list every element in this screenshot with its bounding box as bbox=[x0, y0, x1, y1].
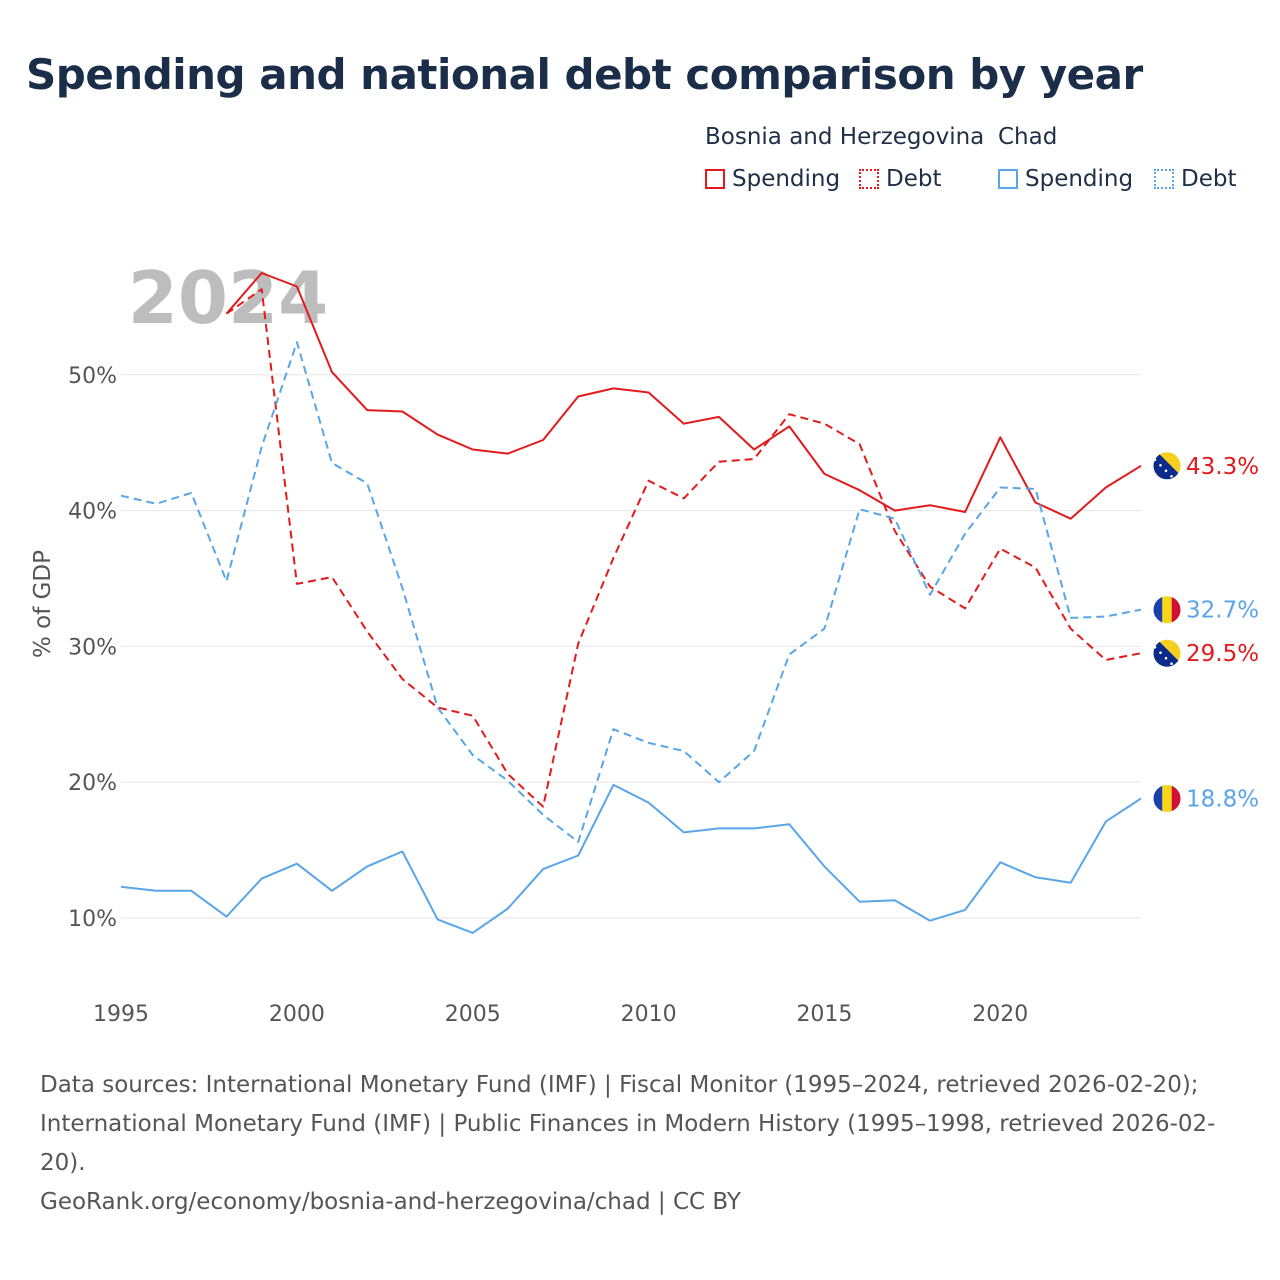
y-axis-ticks: 10% 20% 30% 40% 50% bbox=[68, 364, 117, 932]
legend-swatch-dotted-icon bbox=[859, 169, 879, 189]
x-tick-label: 2005 bbox=[445, 1002, 501, 1027]
x-axis-ticks: 1995 2000 2005 2010 2015 2020 bbox=[93, 1002, 1028, 1027]
y-axis-label: % of GDP bbox=[30, 550, 56, 658]
legend-swatch-solid-icon bbox=[998, 169, 1018, 189]
bosnia-flag-icon bbox=[1152, 451, 1182, 481]
line-chart: 2024 % of GDP 10% 20% 30% 40% 50% 1995 2000 20… bbox=[30, 256, 1259, 1027]
attribution-link[interactable]: GeoRank.org/economy/bosnia-and-herzegovi… bbox=[40, 1189, 741, 1215]
x-tick-label: 2000 bbox=[269, 1002, 325, 1027]
series-line-2 bbox=[120, 783, 1142, 934]
chad-flag-icon bbox=[1152, 595, 1182, 625]
x-tick-label: 2015 bbox=[796, 1002, 852, 1027]
y-tick-label: 50% bbox=[68, 364, 117, 389]
legend: Bosnia and Herzegovina Spending Debt Cha… bbox=[705, 124, 1265, 204]
x-tick-label: 1995 bbox=[93, 1002, 149, 1027]
end-value-label: 18.8% bbox=[1186, 786, 1259, 812]
legend-group-bosnia: Bosnia and Herzegovina bbox=[705, 124, 985, 150]
legend-item-bosnia-debt[interactable]: Debt bbox=[859, 166, 941, 192]
y-tick-label: 20% bbox=[68, 771, 117, 796]
y-tick-label: 40% bbox=[68, 500, 117, 525]
gridlines bbox=[121, 374, 1141, 919]
legend-swatch-dotted-icon bbox=[1154, 169, 1174, 189]
end-value-label: 29.5% bbox=[1186, 641, 1259, 667]
x-tick-label: 2010 bbox=[621, 1002, 677, 1027]
legend-label: Debt bbox=[1181, 166, 1237, 192]
legend-item-chad-spending[interactable]: Spending bbox=[998, 166, 1133, 192]
legend-swatch-solid-icon bbox=[705, 169, 725, 189]
legend-item-bosnia-spending[interactable]: Spending bbox=[705, 166, 840, 192]
legend-item-chad-debt[interactable]: Debt bbox=[1154, 166, 1236, 192]
legend-label: Spending bbox=[732, 166, 841, 192]
bosnia-flag-icon bbox=[1152, 638, 1182, 668]
legend-label: Spending bbox=[1025, 166, 1134, 192]
series-line-0 bbox=[225, 272, 1142, 520]
series-lines bbox=[120, 272, 1142, 934]
end-value-label: 32.7% bbox=[1186, 598, 1259, 624]
series-end-labels: 43.3% 29.5% 18.8% 32.7% bbox=[1152, 451, 1259, 813]
series-line-1 bbox=[225, 288, 1142, 808]
chad-flag-icon bbox=[1152, 783, 1182, 813]
y-tick-label: 10% bbox=[68, 907, 117, 932]
legend-group-chad: Chad bbox=[998, 124, 1058, 150]
y-tick-label: 30% bbox=[68, 635, 117, 660]
legend-label: Debt bbox=[886, 166, 942, 192]
series-line-3 bbox=[120, 341, 1142, 843]
x-tick-label: 2020 bbox=[972, 1002, 1028, 1027]
footer: Data sources: International Monetary Fun… bbox=[40, 1066, 1240, 1222]
end-value-label: 43.3% bbox=[1186, 454, 1259, 480]
chart-title: Spending and national debt comparison by… bbox=[26, 50, 1143, 99]
data-sources: Data sources: International Monetary Fun… bbox=[40, 1072, 1216, 1176]
year-watermark: 2024 bbox=[128, 256, 328, 340]
